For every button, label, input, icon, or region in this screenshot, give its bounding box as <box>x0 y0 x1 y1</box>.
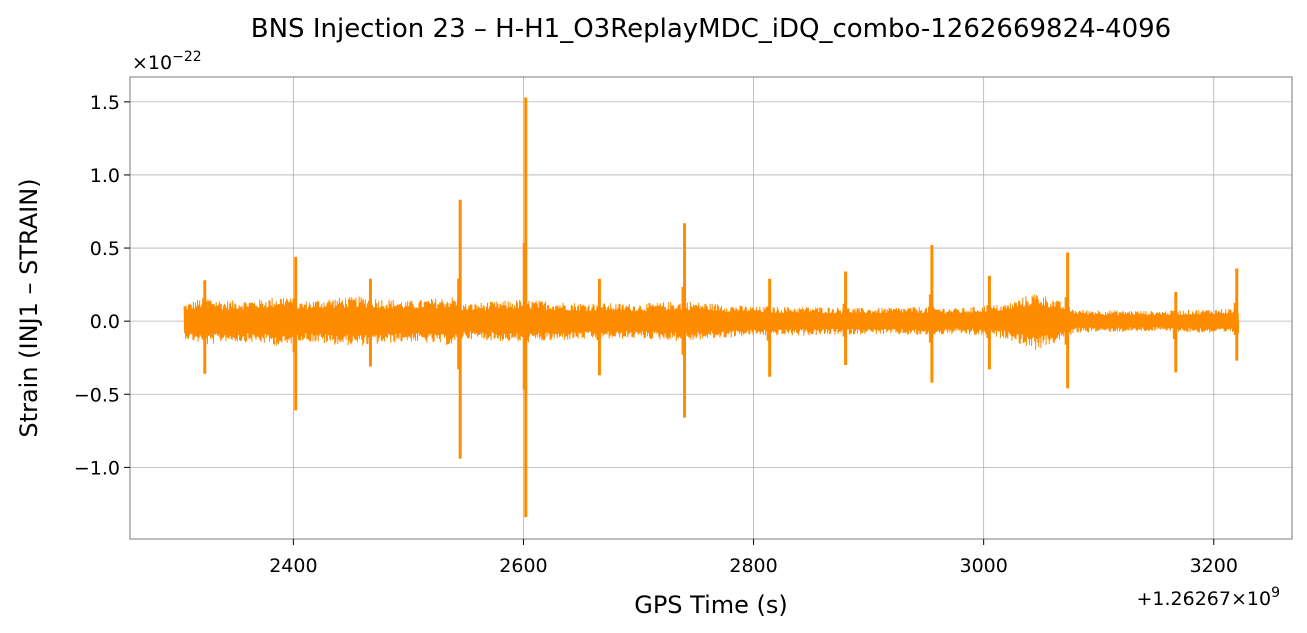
x-offset-main: +1.26267×10 <box>1136 588 1271 610</box>
y-tick-label: 1.5 <box>90 92 120 114</box>
x-tick-label: 2400 <box>269 555 317 577</box>
y-tick-label: −1.0 <box>74 457 120 479</box>
y-scale-text: ×10 <box>132 52 172 74</box>
x-tick-label: 2600 <box>499 555 547 577</box>
y-tick-label: 1.0 <box>90 165 120 187</box>
x-axis-label: GPS Time (s) <box>634 591 788 619</box>
x-tick-label: 3200 <box>1190 555 1238 577</box>
x-offset-text: +1.26267×109 <box>1136 585 1280 610</box>
y-tick-label: −0.5 <box>74 384 120 406</box>
y-scale-factor: ×10−22 <box>132 49 202 74</box>
plot-frame <box>129 76 1293 540</box>
strain-series <box>183 97 1240 518</box>
y-tick-label: 0.5 <box>90 238 120 260</box>
x-offset-exponent: 9 <box>1271 585 1280 601</box>
x-tick-label: 2800 <box>729 555 777 577</box>
chart-title: BNS Injection 23 – H-H1_O3ReplayMDC_iDQ_… <box>251 14 1171 44</box>
y-tick-label: 0.0 <box>90 311 120 333</box>
ticks: 2400 2600 2800 3000 3200 −1.0 −0.5 0.0 0.5 1.0 1.5 <box>74 92 1238 577</box>
y-axis-label: Strain (INJ1 – STRAIN) <box>15 178 43 437</box>
x-tick-label: 3000 <box>959 555 1007 577</box>
strain-noise-band <box>183 294 1240 350</box>
y-scale-exponent: −22 <box>172 49 202 65</box>
